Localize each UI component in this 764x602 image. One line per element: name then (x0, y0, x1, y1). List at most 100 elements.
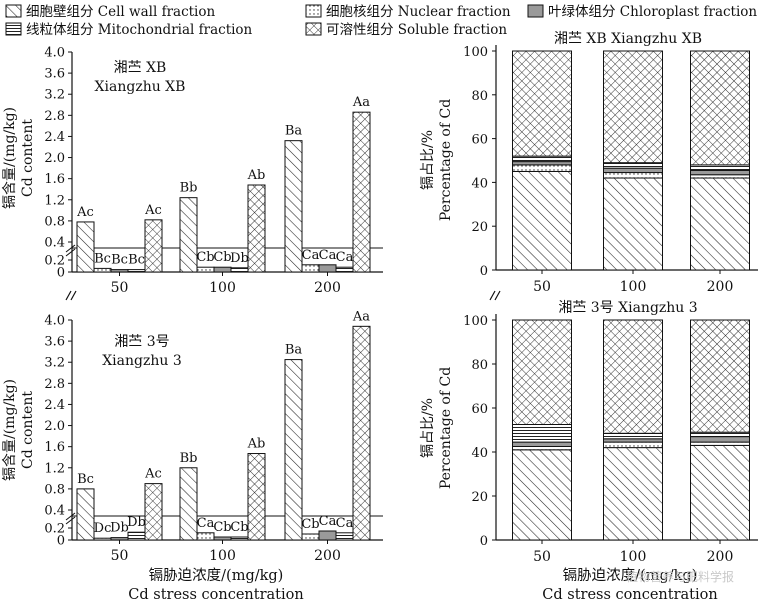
variety-label: Xiangzhu XB (95, 79, 186, 95)
y-tick-label: 2.4 (44, 130, 65, 145)
y-tick-label: 4.0 (44, 314, 65, 329)
y-tick-label: 0 (57, 266, 65, 281)
bar-cell-wall-fraction (179, 197, 198, 273)
bar-nuclear-fraction (196, 266, 215, 273)
bar-chloroplast-fraction (110, 269, 129, 273)
y-tick-label: 2.0 (44, 419, 65, 434)
x-tick-label: 100 (209, 280, 236, 296)
x-tick-label: 100 (620, 549, 647, 565)
y-tick-label: 2.8 (44, 377, 65, 392)
bar-mitochondrial-fraction (127, 269, 146, 273)
bar-cell-wall-fraction (284, 140, 303, 273)
x-tick-label: 200 (707, 549, 734, 565)
significance-label: Ca (336, 516, 354, 531)
legend-swatch-cell_wall (5, 4, 22, 18)
y-tick-label: 0.4 (44, 504, 65, 519)
x-tick-label: 50 (533, 549, 551, 565)
significance-label: Db (110, 521, 129, 536)
x-axis-title: 镉胁迫浓度/(mg/kg) Cd stress concentration 镉胁迫浓… (128, 567, 734, 602)
legend-swatch-mito (5, 22, 22, 36)
y-axis-title: 镉含量/(mg/kg) (2, 107, 18, 209)
x-tick-label: 200 (707, 279, 734, 295)
y-tick-label: 60 (471, 133, 488, 148)
y-axis-title: 镉占比/% (420, 398, 436, 458)
y-tick-label: 20 (471, 490, 488, 505)
chart-left-1: 00.20.40.81.21.62.02.42.83.23.64.0BcDcDb… (2, 309, 383, 564)
bar-mitochondrial-fraction (230, 267, 249, 273)
stack-cell-wall-fraction (512, 170, 572, 271)
stack-cell-wall-fraction (603, 447, 663, 541)
y-tick-label: 1.6 (44, 440, 65, 455)
significance-label: Bc (77, 472, 94, 487)
x-axis-title-cn: 镉胁迫浓度/(mg/kg) (149, 567, 284, 584)
y-tick-label: 2.0 (44, 151, 65, 166)
significance-label: Bc (111, 253, 128, 268)
y-tick-label: 20 (471, 220, 488, 235)
stack-mitochondrial-fraction (512, 155, 572, 163)
y-axis-title: Percentage of Cd (438, 99, 454, 221)
significance-label: Aa (352, 309, 370, 324)
stack-soluble-fraction (690, 50, 750, 166)
axis-break-mark (65, 512, 76, 521)
legend-label-chloroplast: 叶绿体组分 Chloroplast fraction (548, 4, 757, 20)
bar-soluble-fraction (352, 325, 371, 541)
significance-label: Ba (285, 343, 303, 358)
panel-title: 湘苎 XB Xiangzhu XB (554, 31, 702, 47)
stack-soluble-fraction (690, 319, 750, 433)
bar-soluble-fraction (144, 483, 163, 541)
stack-nuclear-fraction (603, 172, 663, 179)
significance-label: Bc (128, 253, 145, 268)
stack-mitochondrial-fraction (603, 432, 663, 440)
legend-label-mito: 线粒体组分 Mitochondrial fraction (26, 22, 253, 38)
x-tick-label: 50 (111, 280, 129, 296)
y-axis-title: 镉含量/(mg/kg) (2, 379, 18, 481)
y-tick-label: 3.6 (44, 335, 65, 350)
stack-chloroplast-fraction (690, 169, 750, 176)
significance-label: Aa (352, 95, 370, 110)
y-tick-label: 3.6 (44, 67, 65, 82)
x-tick-label: 100 (620, 279, 647, 295)
axis-break-mark (65, 244, 76, 253)
significance-label: Cb (230, 520, 248, 535)
y-tick-label: 0.8 (44, 482, 65, 497)
y-axis-title: Percentage of Cd (438, 367, 454, 489)
y-axis-title: Cd content (20, 119, 36, 197)
stack-cell-wall-fraction (690, 177, 750, 271)
x-tick-label: 200 (314, 548, 341, 564)
bar-soluble-fraction (352, 111, 371, 273)
significance-label: Ca (336, 250, 354, 265)
x-axis-title-en: Cd stress concentration (128, 587, 303, 602)
y-tick-label: 0.4 (44, 236, 65, 251)
axis-break-mark (65, 248, 76, 257)
legend-label-soluble: 可溶性组分 Soluble fraction (326, 22, 507, 38)
bar-chloroplast-fraction (213, 536, 232, 541)
stack-soluble-fraction (603, 50, 663, 164)
significance-label: Ac (144, 203, 162, 218)
bar-cell-wall-fraction (76, 221, 95, 273)
bar-soluble-fraction (247, 453, 266, 541)
y-axis-title: 镉占比/% (420, 130, 436, 190)
panel-break-mark (494, 290, 501, 301)
bar-mitochondrial-fraction (335, 532, 354, 541)
significance-label: Cb (213, 250, 231, 265)
significance-label: Ca (319, 514, 337, 529)
variety-label: 湘苎 XB (114, 60, 167, 76)
panel-title: 湘苎 3号 Xiangzhu 3 (558, 300, 697, 316)
x-axis-title-en: Cd stress concentration (542, 587, 717, 602)
significance-label: Ab (247, 168, 266, 183)
bar-soluble-fraction (247, 184, 266, 273)
stack-soluble-fraction (603, 319, 663, 434)
y-tick-label: 0.2 (44, 254, 65, 269)
panel-break-mark (70, 290, 77, 301)
y-tick-label: 1.2 (44, 193, 65, 208)
stack-nuclear-fraction (512, 164, 572, 172)
panel-break-mark (489, 290, 496, 301)
bar-chloroplast-fraction (318, 264, 337, 273)
stack-cell-wall-fraction (512, 449, 572, 541)
y-tick-label: 0 (57, 534, 65, 549)
significance-label: Ba (285, 124, 303, 139)
x-tick-label: 100 (209, 548, 236, 564)
stack-mitochondrial-fraction (690, 431, 750, 438)
